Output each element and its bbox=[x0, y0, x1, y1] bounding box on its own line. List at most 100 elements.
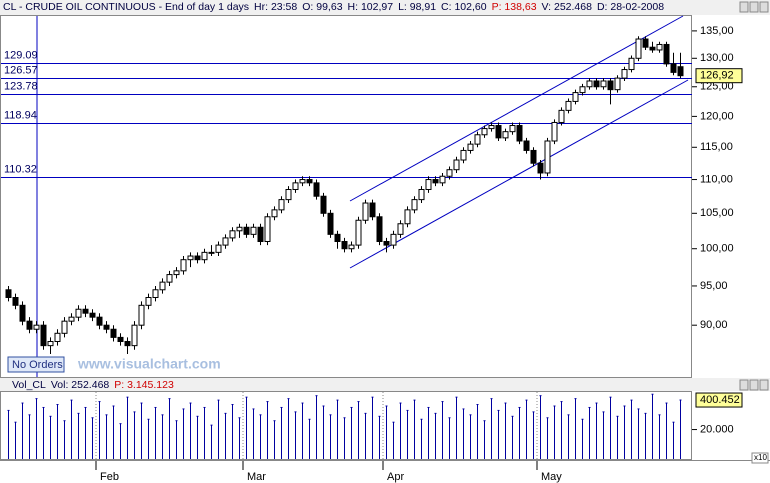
price-panel bbox=[0, 15, 692, 378]
candle-body bbox=[516, 125, 523, 142]
candle-body bbox=[642, 38, 649, 48]
candle-body bbox=[341, 240, 348, 250]
candle-body bbox=[201, 251, 208, 261]
candle-body bbox=[138, 304, 145, 326]
candle-body bbox=[544, 140, 551, 174]
y-tick-label: 105,00 bbox=[700, 207, 734, 219]
volume-tick-label: 20.000 bbox=[700, 423, 734, 435]
candle-body bbox=[418, 189, 425, 201]
candle-body bbox=[243, 226, 250, 235]
last-price-label: 126,92 bbox=[700, 70, 734, 82]
header-field: CL - CRUDE OIL CONTINUOUS - End of day 1… bbox=[3, 1, 250, 13]
header-field: D: 28-02-2008 bbox=[596, 1, 665, 13]
candle-body bbox=[446, 169, 453, 177]
candle-body bbox=[229, 230, 236, 239]
candle-body bbox=[159, 281, 166, 291]
window-button[interactable] bbox=[759, 379, 769, 391]
candle-body bbox=[236, 226, 243, 232]
candle-body bbox=[649, 46, 656, 51]
header-bar bbox=[0, 0, 770, 15]
header-field: O: 99,63 bbox=[302, 1, 343, 13]
header-field: C: 102,60 bbox=[441, 1, 487, 13]
candle-body bbox=[404, 209, 411, 225]
header-field: P: 138,63 bbox=[491, 1, 537, 13]
candle-body bbox=[250, 226, 257, 235]
header-field: H: 102,97 bbox=[347, 1, 394, 13]
candle-body bbox=[5, 289, 12, 299]
candle-body bbox=[348, 244, 355, 250]
header-field: Vol: 252.468 bbox=[50, 379, 110, 391]
candle-body bbox=[621, 69, 628, 79]
y-tick-label: 115,00 bbox=[700, 141, 733, 153]
candle-body bbox=[194, 255, 201, 261]
candle-body bbox=[145, 297, 152, 306]
channel-upper bbox=[349, 15, 684, 202]
candle-body bbox=[439, 175, 446, 184]
month-label: Mar bbox=[247, 471, 266, 483]
candle-body bbox=[285, 189, 292, 201]
header-field: V: 252.468 bbox=[541, 1, 592, 13]
month-label: May bbox=[541, 471, 562, 483]
level-label: 129.09 bbox=[4, 49, 38, 61]
window-button[interactable] bbox=[749, 379, 759, 391]
candle-body bbox=[488, 125, 495, 130]
candle-body bbox=[89, 312, 96, 318]
candle-body bbox=[593, 80, 600, 88]
candle-body bbox=[355, 219, 362, 246]
y-tick-label: 120,00 bbox=[700, 110, 734, 122]
candle-body bbox=[677, 66, 684, 77]
candle-body bbox=[152, 289, 159, 299]
candle-body bbox=[68, 316, 75, 322]
multiplier: x10 bbox=[754, 453, 767, 462]
window-button[interactable] bbox=[749, 1, 759, 13]
level-label: 110.32 bbox=[4, 163, 37, 175]
multiplier-box bbox=[751, 452, 769, 464]
header: CL - CRUDE OIL CONTINUOUS - End of day 1… bbox=[3, 1, 669, 13]
candle-body bbox=[383, 240, 390, 246]
candle-body bbox=[96, 316, 103, 326]
candle-body bbox=[670, 63, 677, 73]
y-tick-label: 90,00 bbox=[700, 319, 728, 331]
header-field: Hr: 23:58 bbox=[254, 1, 298, 13]
window-button[interactable] bbox=[739, 1, 749, 13]
candle-body bbox=[502, 131, 509, 139]
candle-body bbox=[537, 162, 544, 174]
y-tick-label: 130,00 bbox=[700, 52, 734, 64]
level-label: 123.78 bbox=[4, 80, 38, 92]
candle-body bbox=[614, 77, 621, 91]
header-field: Vol_CL bbox=[12, 379, 46, 391]
candle-body bbox=[117, 336, 124, 343]
level-label: 118.94 bbox=[4, 109, 37, 121]
candle-body bbox=[124, 341, 131, 347]
candle-body bbox=[12, 297, 19, 306]
candle-body bbox=[75, 308, 82, 318]
candle-body bbox=[61, 320, 68, 334]
candle-body bbox=[334, 233, 341, 242]
candle-body bbox=[411, 199, 418, 211]
candle-body bbox=[47, 341, 54, 347]
watermark: www.visualchart.com bbox=[77, 356, 221, 372]
window-button[interactable] bbox=[759, 1, 769, 13]
no-orders-button[interactable] bbox=[7, 356, 65, 373]
no-orders-label[interactable]: No Orders bbox=[12, 359, 63, 371]
y-tick-label: 135,00 bbox=[700, 25, 734, 37]
candle-body bbox=[432, 179, 439, 184]
candle-body bbox=[19, 304, 26, 322]
candle-body bbox=[26, 320, 33, 330]
volume-last-box bbox=[695, 392, 743, 408]
candle-body bbox=[481, 128, 488, 136]
candle-body bbox=[278, 199, 285, 211]
candle-body bbox=[607, 80, 614, 91]
candle-body bbox=[306, 179, 313, 184]
header-field: P: 3.145.123 bbox=[114, 379, 174, 391]
y-tick-label: 125,00 bbox=[700, 81, 734, 93]
candle-body bbox=[131, 324, 138, 347]
candle-body bbox=[635, 38, 642, 59]
candle-body bbox=[166, 274, 173, 283]
candle-body bbox=[110, 328, 117, 338]
volume-header-bar bbox=[0, 378, 770, 391]
window-button[interactable] bbox=[739, 379, 749, 391]
candle-body bbox=[313, 182, 320, 197]
candle-body bbox=[292, 182, 299, 191]
